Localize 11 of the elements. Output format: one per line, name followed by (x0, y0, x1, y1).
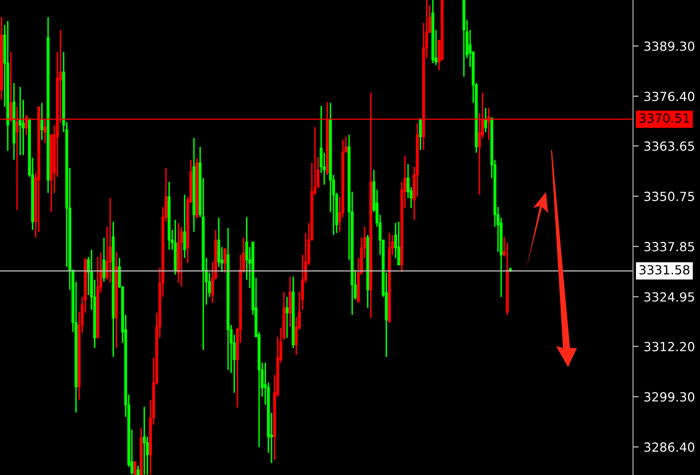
y-tick-label: 3363.65 (644, 141, 694, 151)
ref-line-label: 3331.58 (640, 265, 690, 275)
y-tick-label: 3299.30 (644, 392, 694, 402)
y-tick-label: 3324.95 (644, 292, 694, 302)
y-tick-label: 3337.85 (644, 242, 694, 252)
y-tick-label: 3389.30 (644, 41, 694, 51)
y-tick-label: 3312.20 (644, 342, 694, 352)
y-tick-label: 3376.40 (644, 92, 694, 102)
y-tick-label: 3350.75 (644, 192, 694, 202)
ref-line-label: 3370.51 (640, 113, 690, 123)
y-tick-label: 3286.40 (644, 442, 694, 452)
